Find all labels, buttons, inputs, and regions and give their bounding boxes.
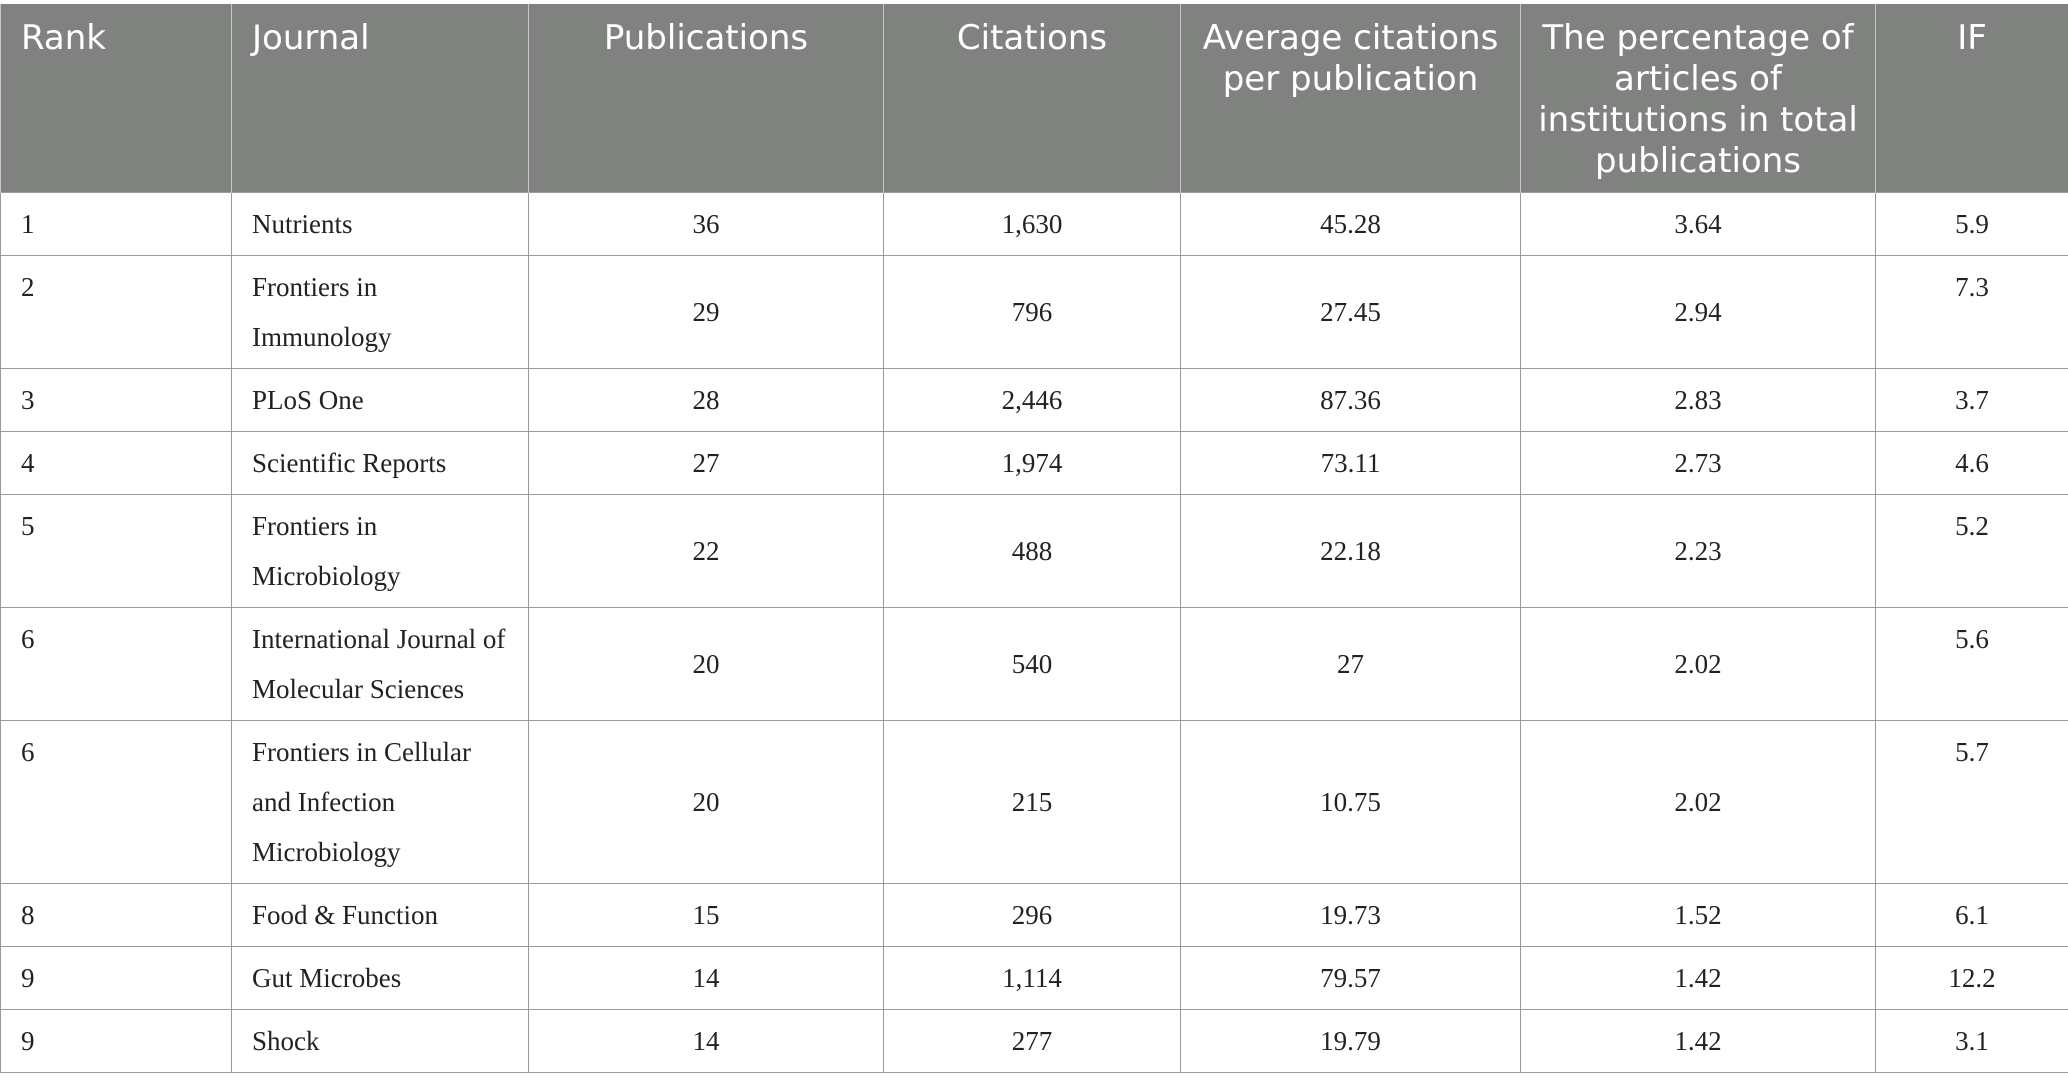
header-if: IF xyxy=(1875,4,2068,193)
cell-journal: PLoS One xyxy=(231,368,529,432)
cell-citations: 296 xyxy=(883,883,1181,947)
journal-ranking-table-container: Rank Journal Publications Citations Aver… xyxy=(0,4,2068,1073)
cell-average-citations: 45.28 xyxy=(1180,192,1521,256)
cell-percentage: 3.64 xyxy=(1520,192,1876,256)
cell-percentage: 2.02 xyxy=(1520,720,1876,884)
cell-average-citations: 87.36 xyxy=(1180,368,1521,432)
cell-percentage: 1.52 xyxy=(1520,883,1876,947)
table-row: 9 Shock 14 277 19.79 1.42 3.1 xyxy=(0,1009,2068,1073)
cell-journal: Frontiers in Cellular and Infection Micr… xyxy=(231,720,529,884)
cell-percentage: 1.42 xyxy=(1520,1009,1876,1073)
cell-if: 5.7 xyxy=(1875,720,2068,884)
cell-publications: 15 xyxy=(528,883,884,947)
cell-publications: 14 xyxy=(528,946,884,1010)
cell-journal: International Journal of Molecular Scien… xyxy=(231,607,529,721)
cell-journal: Scientific Reports xyxy=(231,431,529,495)
cell-rank: 4 xyxy=(0,431,232,495)
cell-journal: Shock xyxy=(231,1009,529,1073)
cell-citations: 488 xyxy=(883,494,1181,608)
cell-rank: 1 xyxy=(0,192,232,256)
cell-if: 5.6 xyxy=(1875,607,2068,721)
cell-citations: 540 xyxy=(883,607,1181,721)
table-row: 2 Frontiers in Immunology 29 796 27.45 2… xyxy=(0,255,2068,369)
cell-average-citations: 79.57 xyxy=(1180,946,1521,1010)
cell-if: 7.3 xyxy=(1875,255,2068,369)
cell-average-citations: 10.75 xyxy=(1180,720,1521,884)
cell-publications: 22 xyxy=(528,494,884,608)
header-journal: Journal xyxy=(231,4,529,193)
table-row: 4 Scientific Reports 27 1,974 73.11 2.73… xyxy=(0,431,2068,495)
table-row: 8 Food & Function 15 296 19.73 1.52 6.1 xyxy=(0,883,2068,947)
table-row: 9 Gut Microbes 14 1,114 79.57 1.42 12.2 xyxy=(0,946,2068,1010)
header-percentage-articles: The percentage of articles of institutio… xyxy=(1520,4,1876,193)
cell-percentage: 2.02 xyxy=(1520,607,1876,721)
cell-journal: Gut Microbes xyxy=(231,946,529,1010)
cell-average-citations: 27.45 xyxy=(1180,255,1521,369)
cell-rank: 6 xyxy=(0,720,232,884)
table-header: Rank Journal Publications Citations Aver… xyxy=(0,4,2068,193)
cell-citations: 2,446 xyxy=(883,368,1181,432)
cell-percentage: 2.23 xyxy=(1520,494,1876,608)
header-citations: Citations xyxy=(883,4,1181,193)
cell-publications: 20 xyxy=(528,720,884,884)
table-row: 3 PLoS One 28 2,446 87.36 2.83 3.7 xyxy=(0,368,2068,432)
cell-publications: 14 xyxy=(528,1009,884,1073)
table-row: 6 Frontiers in Cellular and Infection Mi… xyxy=(0,720,2068,884)
cell-citations: 215 xyxy=(883,720,1181,884)
cell-average-citations: 19.79 xyxy=(1180,1009,1521,1073)
cell-rank: 5 xyxy=(0,494,232,608)
cell-average-citations: 27 xyxy=(1180,607,1521,721)
cell-percentage: 2.83 xyxy=(1520,368,1876,432)
cell-rank: 3 xyxy=(0,368,232,432)
header-row: Rank Journal Publications Citations Aver… xyxy=(0,4,2068,193)
table-row: 6 International Journal of Molecular Sci… xyxy=(0,607,2068,721)
table-body: 1 Nutrients 36 1,630 45.28 3.64 5.9 2 Fr… xyxy=(0,192,2068,1073)
cell-publications: 28 xyxy=(528,368,884,432)
cell-if: 3.7 xyxy=(1875,368,2068,432)
cell-journal: Frontiers in Microbiology xyxy=(231,494,529,608)
cell-percentage: 2.73 xyxy=(1520,431,1876,495)
cell-rank: 6 xyxy=(0,607,232,721)
cell-average-citations: 22.18 xyxy=(1180,494,1521,608)
cell-rank: 9 xyxy=(0,946,232,1010)
cell-journal: Nutrients xyxy=(231,192,529,256)
cell-average-citations: 19.73 xyxy=(1180,883,1521,947)
cell-if: 3.1 xyxy=(1875,1009,2068,1073)
cell-average-citations: 73.11 xyxy=(1180,431,1521,495)
journal-ranking-table: Rank Journal Publications Citations Aver… xyxy=(0,4,2068,1073)
cell-journal: Food & Function xyxy=(231,883,529,947)
header-rank: Rank xyxy=(0,4,232,193)
cell-if: 6.1 xyxy=(1875,883,2068,947)
cell-if: 4.6 xyxy=(1875,431,2068,495)
cell-publications: 29 xyxy=(528,255,884,369)
cell-journal: Frontiers in Immunology xyxy=(231,255,529,369)
table-row: 1 Nutrients 36 1,630 45.28 3.64 5.9 xyxy=(0,192,2068,256)
cell-if: 12.2 xyxy=(1875,946,2068,1010)
cell-rank: 2 xyxy=(0,255,232,369)
cell-rank: 8 xyxy=(0,883,232,947)
cell-publications: 36 xyxy=(528,192,884,256)
cell-citations: 796 xyxy=(883,255,1181,369)
cell-percentage: 1.42 xyxy=(1520,946,1876,1010)
cell-if: 5.2 xyxy=(1875,494,2068,608)
table-row: 5 Frontiers in Microbiology 22 488 22.18… xyxy=(0,494,2068,608)
cell-publications: 20 xyxy=(528,607,884,721)
header-average-citations: Average citations per publication xyxy=(1180,4,1521,193)
cell-rank: 9 xyxy=(0,1009,232,1073)
cell-citations: 277 xyxy=(883,1009,1181,1073)
cell-publications: 27 xyxy=(528,431,884,495)
cell-citations: 1,630 xyxy=(883,192,1181,256)
cell-citations: 1,114 xyxy=(883,946,1181,1010)
header-publications: Publications xyxy=(528,4,884,193)
cell-if: 5.9 xyxy=(1875,192,2068,256)
cell-percentage: 2.94 xyxy=(1520,255,1876,369)
cell-citations: 1,974 xyxy=(883,431,1181,495)
